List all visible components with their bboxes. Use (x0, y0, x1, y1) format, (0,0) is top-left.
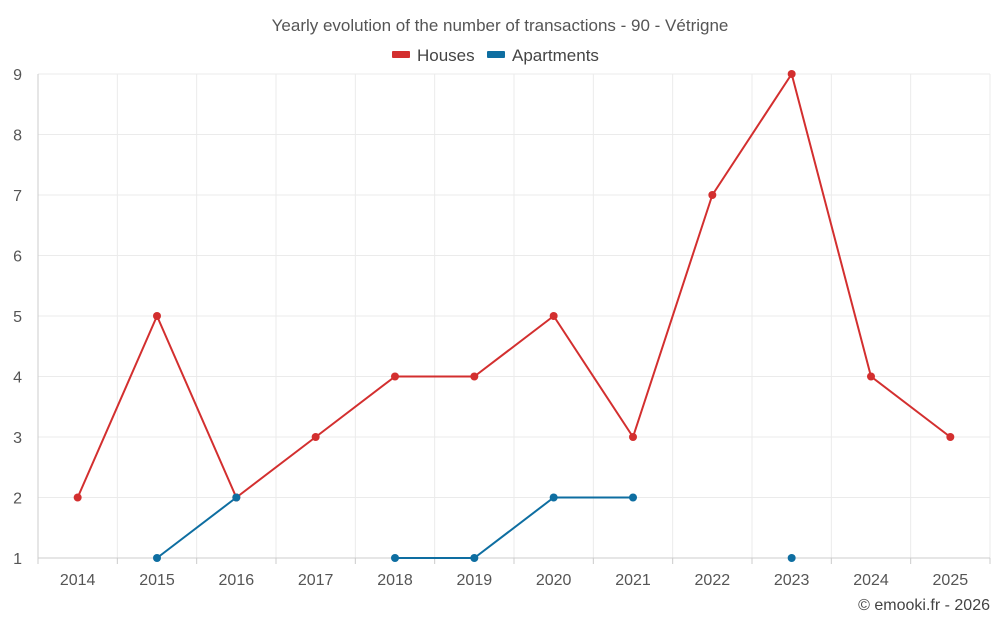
data-point-apartments[interactable] (629, 493, 637, 502)
x-tick-label: 2018 (377, 572, 413, 589)
x-tick-label: 2025 (933, 572, 969, 589)
data-point-houses[interactable] (470, 372, 479, 381)
data-point-apartments[interactable] (153, 554, 161, 562)
x-tick-label: 2023 (774, 572, 810, 589)
y-axis-ticks: 1 2 3 4 5 6 7 8 9 (13, 67, 22, 568)
x-tick-label: 2017 (298, 572, 334, 589)
chart-title: Yearly evolution of the number of transa… (272, 16, 729, 35)
y-tick-label: 7 (13, 188, 22, 205)
y-tick-label: 3 (13, 430, 22, 447)
x-tick-label: 2024 (853, 572, 889, 589)
data-point-houses[interactable] (153, 312, 161, 320)
data-point-apartments[interactable] (549, 493, 558, 502)
data-point-apartments[interactable] (232, 493, 241, 502)
x-tick-label: 2016 (219, 572, 255, 589)
x-tick-label: 2014 (60, 572, 96, 589)
y-tick-label: 5 (13, 309, 22, 326)
y-tick-label: 6 (13, 249, 22, 266)
x-tick-label: 2022 (695, 572, 731, 589)
legend: Houses Apartments (392, 46, 599, 65)
data-point-houses[interactable] (629, 433, 637, 441)
data-point-houses[interactable] (946, 433, 955, 441)
series-apartments (153, 493, 796, 562)
data-point-apartments[interactable] (787, 554, 796, 562)
grid (37, 73, 991, 558)
y-tick-label: 9 (13, 67, 22, 84)
data-point-houses[interactable] (311, 433, 320, 441)
chart-credit: © emooki.fr - 2026 (858, 597, 990, 614)
data-point-houses[interactable] (867, 372, 875, 381)
y-tick-label: 8 (13, 128, 22, 145)
data-point-apartments[interactable] (391, 554, 399, 562)
x-axis-ticks: 2014 2015 2016 2017 2018 2019 2020 2021 2022 2023… (37, 558, 991, 589)
series-line-apartments (156, 496, 238, 559)
data-point-houses[interactable] (708, 191, 717, 199)
y-tick-label: 4 (13, 370, 22, 387)
series-line-apartments (394, 496, 634, 559)
x-tick-label: 2020 (536, 572, 572, 589)
legend-swatch-houses[interactable] (392, 51, 410, 58)
series-line-houses (76, 73, 952, 499)
x-tick-label: 2015 (139, 572, 175, 589)
data-point-apartments[interactable] (470, 554, 479, 562)
x-tick-label: 2019 (457, 572, 493, 589)
data-point-houses[interactable] (549, 312, 558, 320)
series-layer (73, 70, 955, 562)
legend-label-apartments[interactable]: Apartments (512, 46, 599, 65)
y-tick-label: 1 (13, 551, 22, 568)
y-tick-label: 2 (13, 491, 22, 508)
x-tick-label: 2021 (615, 572, 651, 589)
data-point-houses[interactable] (787, 70, 796, 78)
legend-label-houses[interactable]: Houses (417, 46, 475, 65)
data-point-houses[interactable] (391, 372, 399, 381)
data-point-houses[interactable] (73, 493, 82, 502)
legend-swatch-apartments[interactable] (487, 51, 505, 58)
